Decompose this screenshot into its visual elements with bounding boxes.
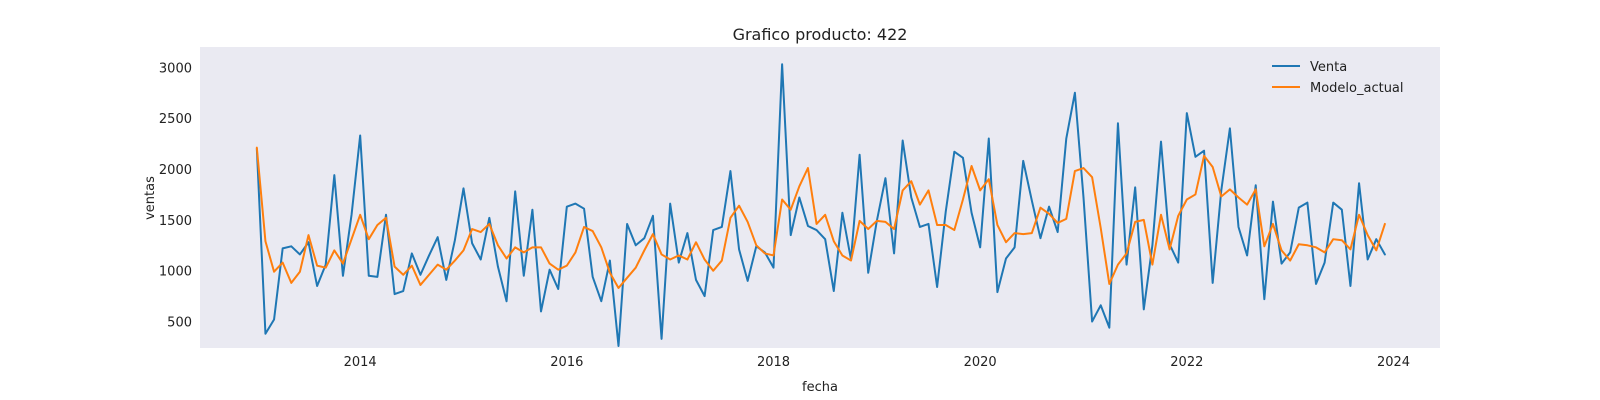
x-tick-label: 2014 [344, 355, 377, 370]
x-tick-label: 2016 [550, 355, 583, 370]
x-axis-label: fecha [802, 380, 838, 395]
y-axis-label: ventas [143, 176, 158, 220]
plot-area [200, 47, 1440, 348]
x-tick-label: 2024 [1377, 355, 1410, 370]
y-tick-label: 2000 [159, 163, 192, 178]
series-layer [255, 63, 1386, 347]
y-tick-label: 3000 [159, 61, 192, 76]
chart-title: Grafico producto: 422 [733, 25, 908, 44]
legend-label: Modelo_actual [1310, 81, 1404, 96]
x-tick-label: 2018 [757, 355, 790, 370]
series-line-modelo-actual [255, 146, 1386, 289]
series-line-venta [255, 63, 1386, 347]
legend: Venta Modelo_actual [1272, 60, 1404, 96]
y-tick-label: 500 [167, 316, 192, 331]
y-tick-label: 2500 [159, 112, 192, 127]
legend-label: Venta [1310, 60, 1347, 75]
y-axis-ticks: 500 1000 1500 2000 2500 3000 [159, 61, 192, 330]
x-axis-ticks: 2014 2016 2018 2020 2022 2024 [344, 355, 1410, 370]
x-tick-label: 2022 [1170, 355, 1203, 370]
y-tick-label: 1000 [159, 265, 192, 280]
x-tick-label: 2020 [964, 355, 997, 370]
y-tick-label: 1500 [159, 214, 192, 229]
